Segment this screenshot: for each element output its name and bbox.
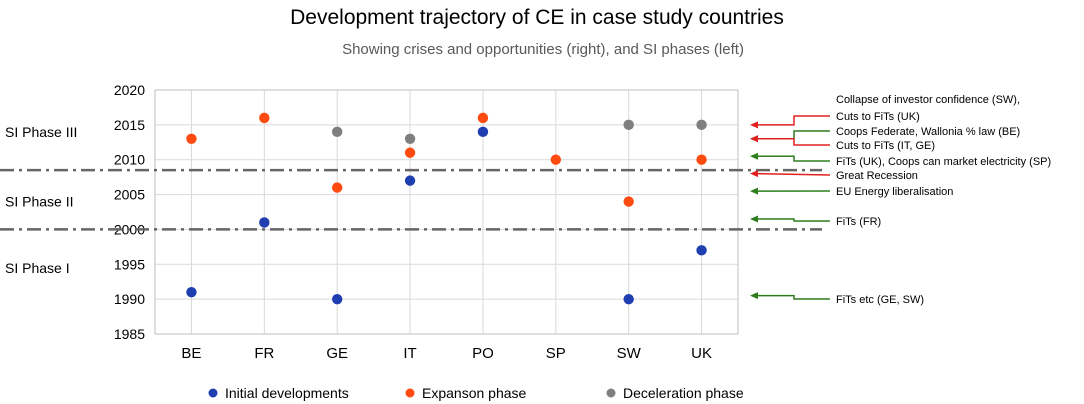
- data-point: [477, 112, 489, 124]
- legend-marker: [606, 388, 616, 398]
- x-tick-label: PO: [472, 345, 494, 362]
- y-tick-label: 2015: [114, 117, 145, 133]
- y-tick-label: 1985: [114, 326, 145, 342]
- data-point: [331, 182, 343, 193]
- annotation-text: Coops Federate, Wallonia % law (BE): [836, 126, 1020, 138]
- data-point: [259, 217, 270, 228]
- annotation-text: Great Recession: [836, 170, 918, 182]
- annotation-text: FiTs (UK), Coops can market electricity …: [836, 156, 1051, 168]
- plot-frame: [154, 89, 739, 335]
- data-point: [186, 133, 197, 144]
- annotation-text: FiTs (FR): [836, 216, 881, 228]
- data-point: [331, 293, 343, 305]
- chart-subtitle: Showing crises and opportunities (right)…: [342, 41, 744, 58]
- legend-label: Deceleration phase: [623, 385, 744, 401]
- data-point: [696, 245, 707, 256]
- annotation-arrow-head: [750, 187, 758, 195]
- annotation-arrow-line: [756, 115, 830, 126]
- legend: Initial developments Expanson phase Decele…: [208, 385, 744, 401]
- phase-label: SI Phase I: [5, 260, 70, 276]
- data-point: [550, 154, 562, 165]
- data-point: [623, 119, 634, 131]
- phase-labels: SI Phase III SI Phase II SI Phase I: [5, 124, 77, 276]
- annotation-arrow-line: [756, 138, 830, 146]
- x-tick-label: UK: [691, 345, 712, 362]
- annotation-text: Cuts to FiTs (IT, GE): [836, 140, 935, 152]
- data-point: [259, 112, 270, 124]
- annotation-text: FiTs etc (GE, SW): [836, 294, 924, 306]
- data-point: [404, 147, 416, 158]
- annotation-arrow-head: [750, 121, 758, 129]
- x-tick-label: FR: [254, 345, 274, 362]
- x-tick-label: SW: [617, 345, 642, 362]
- phase-boundaries: [0, 168, 822, 231]
- grid-lines: [154, 89, 739, 335]
- phase-label: SI Phase II: [5, 194, 73, 210]
- annotation-arrow-head: [750, 215, 758, 223]
- annotation-arrow-head: [750, 292, 758, 300]
- x-tick-label: SP: [546, 345, 566, 362]
- data-point: [331, 126, 343, 138]
- annotation-text: Collapse of investor confidence (SW),: [836, 94, 1020, 106]
- data-point: [404, 175, 416, 186]
- annotation-arrow-line: [756, 130, 830, 140]
- legend-label: Initial developments: [225, 385, 349, 401]
- annotation-text: Cuts to FiTs (UK): [836, 111, 920, 123]
- legend-marker: [208, 388, 218, 398]
- legend-label: Expanson phase: [422, 385, 527, 401]
- annotation-arrow-line: [756, 155, 830, 162]
- data-point: [696, 119, 707, 131]
- data-point: [477, 126, 489, 138]
- y-tick-label: 2005: [114, 187, 145, 203]
- y-tick-label: 2010: [114, 152, 145, 168]
- phase-label: SI Phase III: [5, 124, 77, 140]
- annotation-text: EU Energy liberalisation: [836, 186, 953, 198]
- annotation-arrow-head: [750, 135, 758, 143]
- annotation-arrow-line: [755, 172, 831, 176]
- chart-title: Development trajectory of CE in case stu…: [290, 6, 784, 29]
- y-tick-label: 1990: [114, 291, 145, 307]
- annotation-arrow-head: [750, 152, 758, 160]
- x-tick-label: GE: [326, 345, 348, 362]
- data-point: [186, 286, 197, 298]
- data-point: [696, 154, 707, 165]
- data-point: [404, 133, 416, 144]
- annotations: Collapse of investor confidence (SW), Cut…: [750, 94, 1051, 306]
- annotation-arrow-head: [750, 170, 758, 178]
- x-tick-label: BE: [181, 345, 201, 362]
- x-tick-label: IT: [403, 345, 416, 362]
- y-tick-label: 2020: [114, 82, 145, 98]
- x-axis: BE FR GE IT PO SP SW UK: [181, 345, 712, 362]
- y-tick-label: 1995: [114, 256, 145, 272]
- data-point: [623, 196, 634, 207]
- data-points: [186, 112, 707, 305]
- data-point: [623, 293, 634, 305]
- legend-marker: [405, 388, 415, 398]
- annotation-arrow-line: [756, 218, 830, 222]
- annotation-arrow-line: [756, 294, 830, 300]
